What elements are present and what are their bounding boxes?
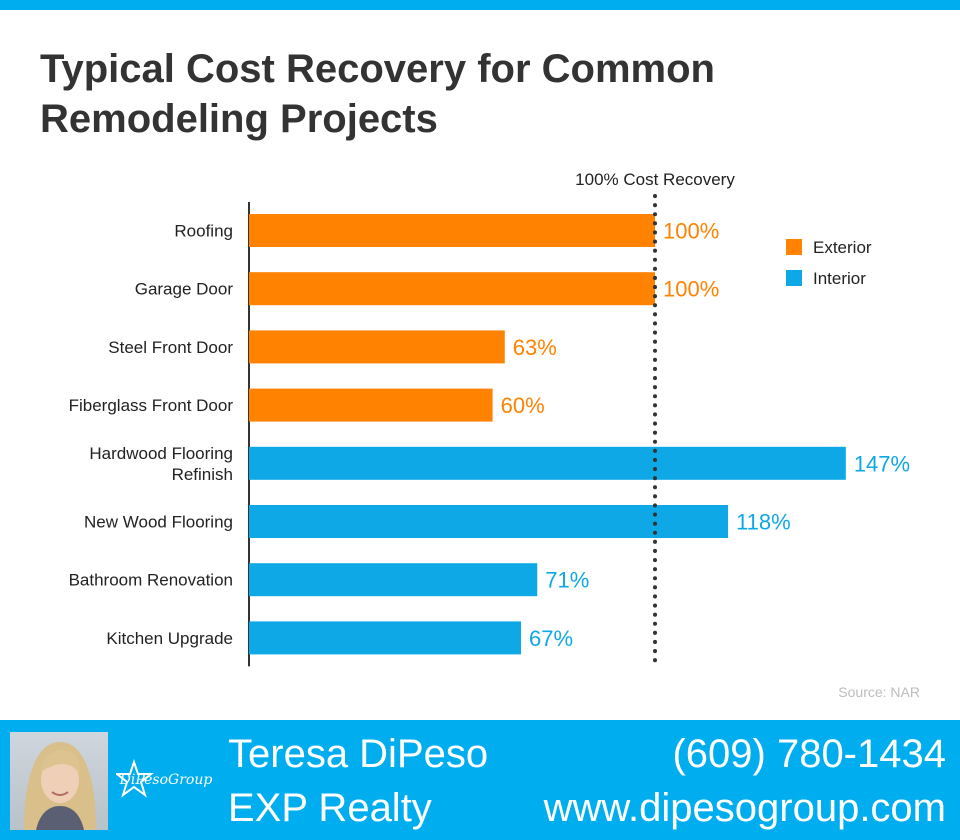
dipeso-group-logo: DiPesoGroup xyxy=(114,758,216,808)
value-label: 100% xyxy=(663,277,719,302)
bar-garage-door xyxy=(249,272,655,306)
value-label: 67% xyxy=(529,626,573,651)
value-label: 60% xyxy=(501,393,545,418)
value-label: 100% xyxy=(663,219,719,244)
category-label: Fiberglass Front Door xyxy=(69,396,234,415)
bar-hardwood-flooring-refinish xyxy=(249,446,846,480)
legend-swatch-exterior xyxy=(786,239,802,255)
source-note: Source: NAR xyxy=(838,684,920,700)
category-label: New Wood Flooring xyxy=(84,513,233,532)
value-label: 118% xyxy=(736,510,791,535)
value-label: 147% xyxy=(854,451,910,476)
chart-title-line-2: Remodeling Projects xyxy=(40,97,438,141)
value-label: 71% xyxy=(545,568,589,593)
reference-line-label: 100% Cost Recovery xyxy=(575,170,735,189)
top-accent-bar xyxy=(0,0,960,10)
agent-footer: DiPesoGroup Teresa DiPeso EXP Realty (60… xyxy=(0,720,960,840)
category-label: Steel Front Door xyxy=(108,338,233,357)
agent-company: EXP Realty xyxy=(228,786,432,830)
bar-fiberglass-front-door xyxy=(249,388,493,422)
category-label: Hardwood Flooring Refinish xyxy=(89,444,233,484)
agent-name: Teresa DiPeso xyxy=(228,732,489,776)
legend-label-exterior: Exterior xyxy=(813,238,872,257)
bar-roofing xyxy=(249,214,655,247)
bar-new-wood-flooring xyxy=(249,505,729,538)
agent-phone[interactable]: (609) 780-1434 xyxy=(672,732,946,776)
chart-title: Typical Cost Recovery for Common Remodel… xyxy=(40,44,920,144)
agent-photo xyxy=(10,732,108,830)
bar-kitchen-upgrade xyxy=(249,621,522,655)
category-label: Roofing xyxy=(174,222,233,241)
value-label: 63% xyxy=(513,335,557,360)
category-label: Garage Door xyxy=(135,280,234,299)
legend-label-interior: Interior xyxy=(813,269,866,288)
category-label: Kitchen Upgrade xyxy=(106,629,233,648)
category-label: Bathroom Renovation xyxy=(69,571,233,590)
chart-title-line-1: Typical Cost Recovery for Common xyxy=(40,47,715,91)
bar-steel-front-door xyxy=(249,330,505,364)
bar-bathroom-renovation xyxy=(249,563,538,597)
bar-chart: Roofing 100% Garage Door 100% Steel Front Do… xyxy=(69,170,910,670)
agent-website-link[interactable]: www.dipesogroup.com xyxy=(543,786,946,830)
legend-swatch-interior xyxy=(786,270,802,286)
